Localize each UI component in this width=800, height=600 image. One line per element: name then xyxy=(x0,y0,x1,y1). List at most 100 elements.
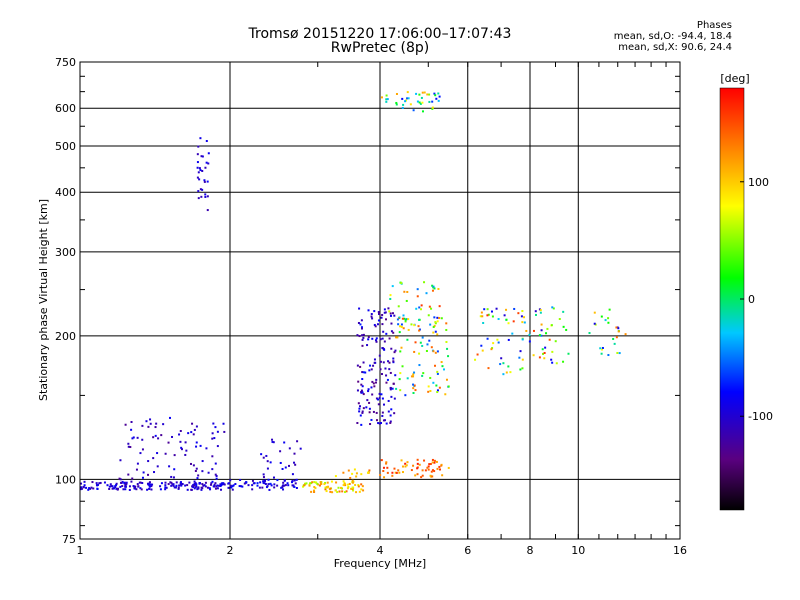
data-point xyxy=(375,337,378,340)
data-point xyxy=(130,480,133,483)
data-point xyxy=(362,393,365,396)
data-point xyxy=(509,371,512,374)
data-point xyxy=(435,384,438,387)
data-point xyxy=(171,483,174,486)
data-point xyxy=(160,434,163,437)
data-point xyxy=(421,474,424,477)
data-point xyxy=(403,290,406,293)
data-point xyxy=(347,469,350,472)
data-point xyxy=(405,464,408,467)
data-point xyxy=(197,486,200,489)
data-point xyxy=(198,167,201,170)
data-point xyxy=(420,476,423,479)
data-point xyxy=(206,180,209,183)
data-point xyxy=(110,484,113,487)
data-point xyxy=(351,479,354,482)
data-point xyxy=(520,315,523,318)
data-point xyxy=(362,489,365,492)
data-point xyxy=(344,491,347,494)
data-point xyxy=(374,339,377,342)
data-point xyxy=(405,299,408,302)
data-point xyxy=(552,307,555,310)
data-point xyxy=(521,310,524,313)
data-point xyxy=(390,347,393,350)
data-point xyxy=(140,488,143,491)
data-point xyxy=(319,482,322,485)
data-point xyxy=(428,100,431,103)
data-point xyxy=(216,487,219,490)
data-point xyxy=(214,473,217,476)
data-point xyxy=(154,434,157,437)
data-point xyxy=(364,371,367,374)
data-point xyxy=(424,469,427,472)
data-point xyxy=(438,95,441,98)
data-point xyxy=(389,420,392,423)
data-point xyxy=(168,416,171,419)
data-point xyxy=(406,461,409,464)
data-point xyxy=(377,403,380,406)
data-point xyxy=(171,435,174,438)
data-point xyxy=(191,485,194,488)
data-point xyxy=(292,484,295,487)
data-point xyxy=(214,487,217,490)
data-point xyxy=(331,491,334,494)
data-point xyxy=(247,484,250,487)
data-point xyxy=(375,419,378,422)
data-point xyxy=(361,410,364,413)
data-point xyxy=(149,418,152,421)
data-point xyxy=(438,465,441,468)
data-point xyxy=(177,487,180,490)
data-point xyxy=(177,486,180,489)
data-point xyxy=(240,485,243,488)
data-point xyxy=(482,321,485,324)
data-point xyxy=(382,470,385,473)
data-point xyxy=(532,329,535,332)
data-point xyxy=(115,487,118,490)
data-point xyxy=(354,483,357,486)
data-point xyxy=(396,318,399,321)
data-point xyxy=(359,414,362,417)
data-point xyxy=(366,344,369,347)
data-point xyxy=(431,284,434,287)
data-point xyxy=(167,483,170,486)
data-point xyxy=(131,477,134,480)
x-tick-labels: 1 2 4 6 8 10 16 xyxy=(77,544,688,557)
data-point xyxy=(391,285,394,288)
data-point xyxy=(393,467,396,470)
data-point xyxy=(383,348,386,351)
data-point xyxy=(229,484,232,487)
data-point xyxy=(343,481,346,484)
data-point xyxy=(359,323,362,326)
data-point xyxy=(362,333,365,336)
data-point xyxy=(191,422,194,425)
data-point xyxy=(180,483,183,486)
data-point xyxy=(380,373,383,376)
data-point xyxy=(272,441,275,444)
data-point xyxy=(119,478,122,481)
data-point xyxy=(525,329,528,332)
data-point xyxy=(369,364,372,367)
data-point xyxy=(377,422,380,425)
data-point xyxy=(418,93,421,96)
data-point xyxy=(205,447,208,450)
data-point xyxy=(139,481,142,484)
data-point xyxy=(263,479,266,482)
data-point xyxy=(132,485,135,488)
data-point xyxy=(486,308,489,311)
data-point xyxy=(106,484,109,487)
data-point xyxy=(90,486,93,489)
data-point xyxy=(355,491,358,494)
data-point xyxy=(207,162,210,165)
data-point xyxy=(204,481,207,484)
data-point xyxy=(184,441,187,444)
data-point xyxy=(562,310,565,313)
data-point xyxy=(607,321,610,324)
data-point xyxy=(313,486,316,489)
data-point xyxy=(432,331,435,334)
data-point xyxy=(491,315,494,318)
data-point xyxy=(119,485,122,488)
data-point xyxy=(401,465,404,468)
data-point xyxy=(426,466,429,469)
data-point xyxy=(310,490,313,493)
data-point xyxy=(519,350,522,353)
